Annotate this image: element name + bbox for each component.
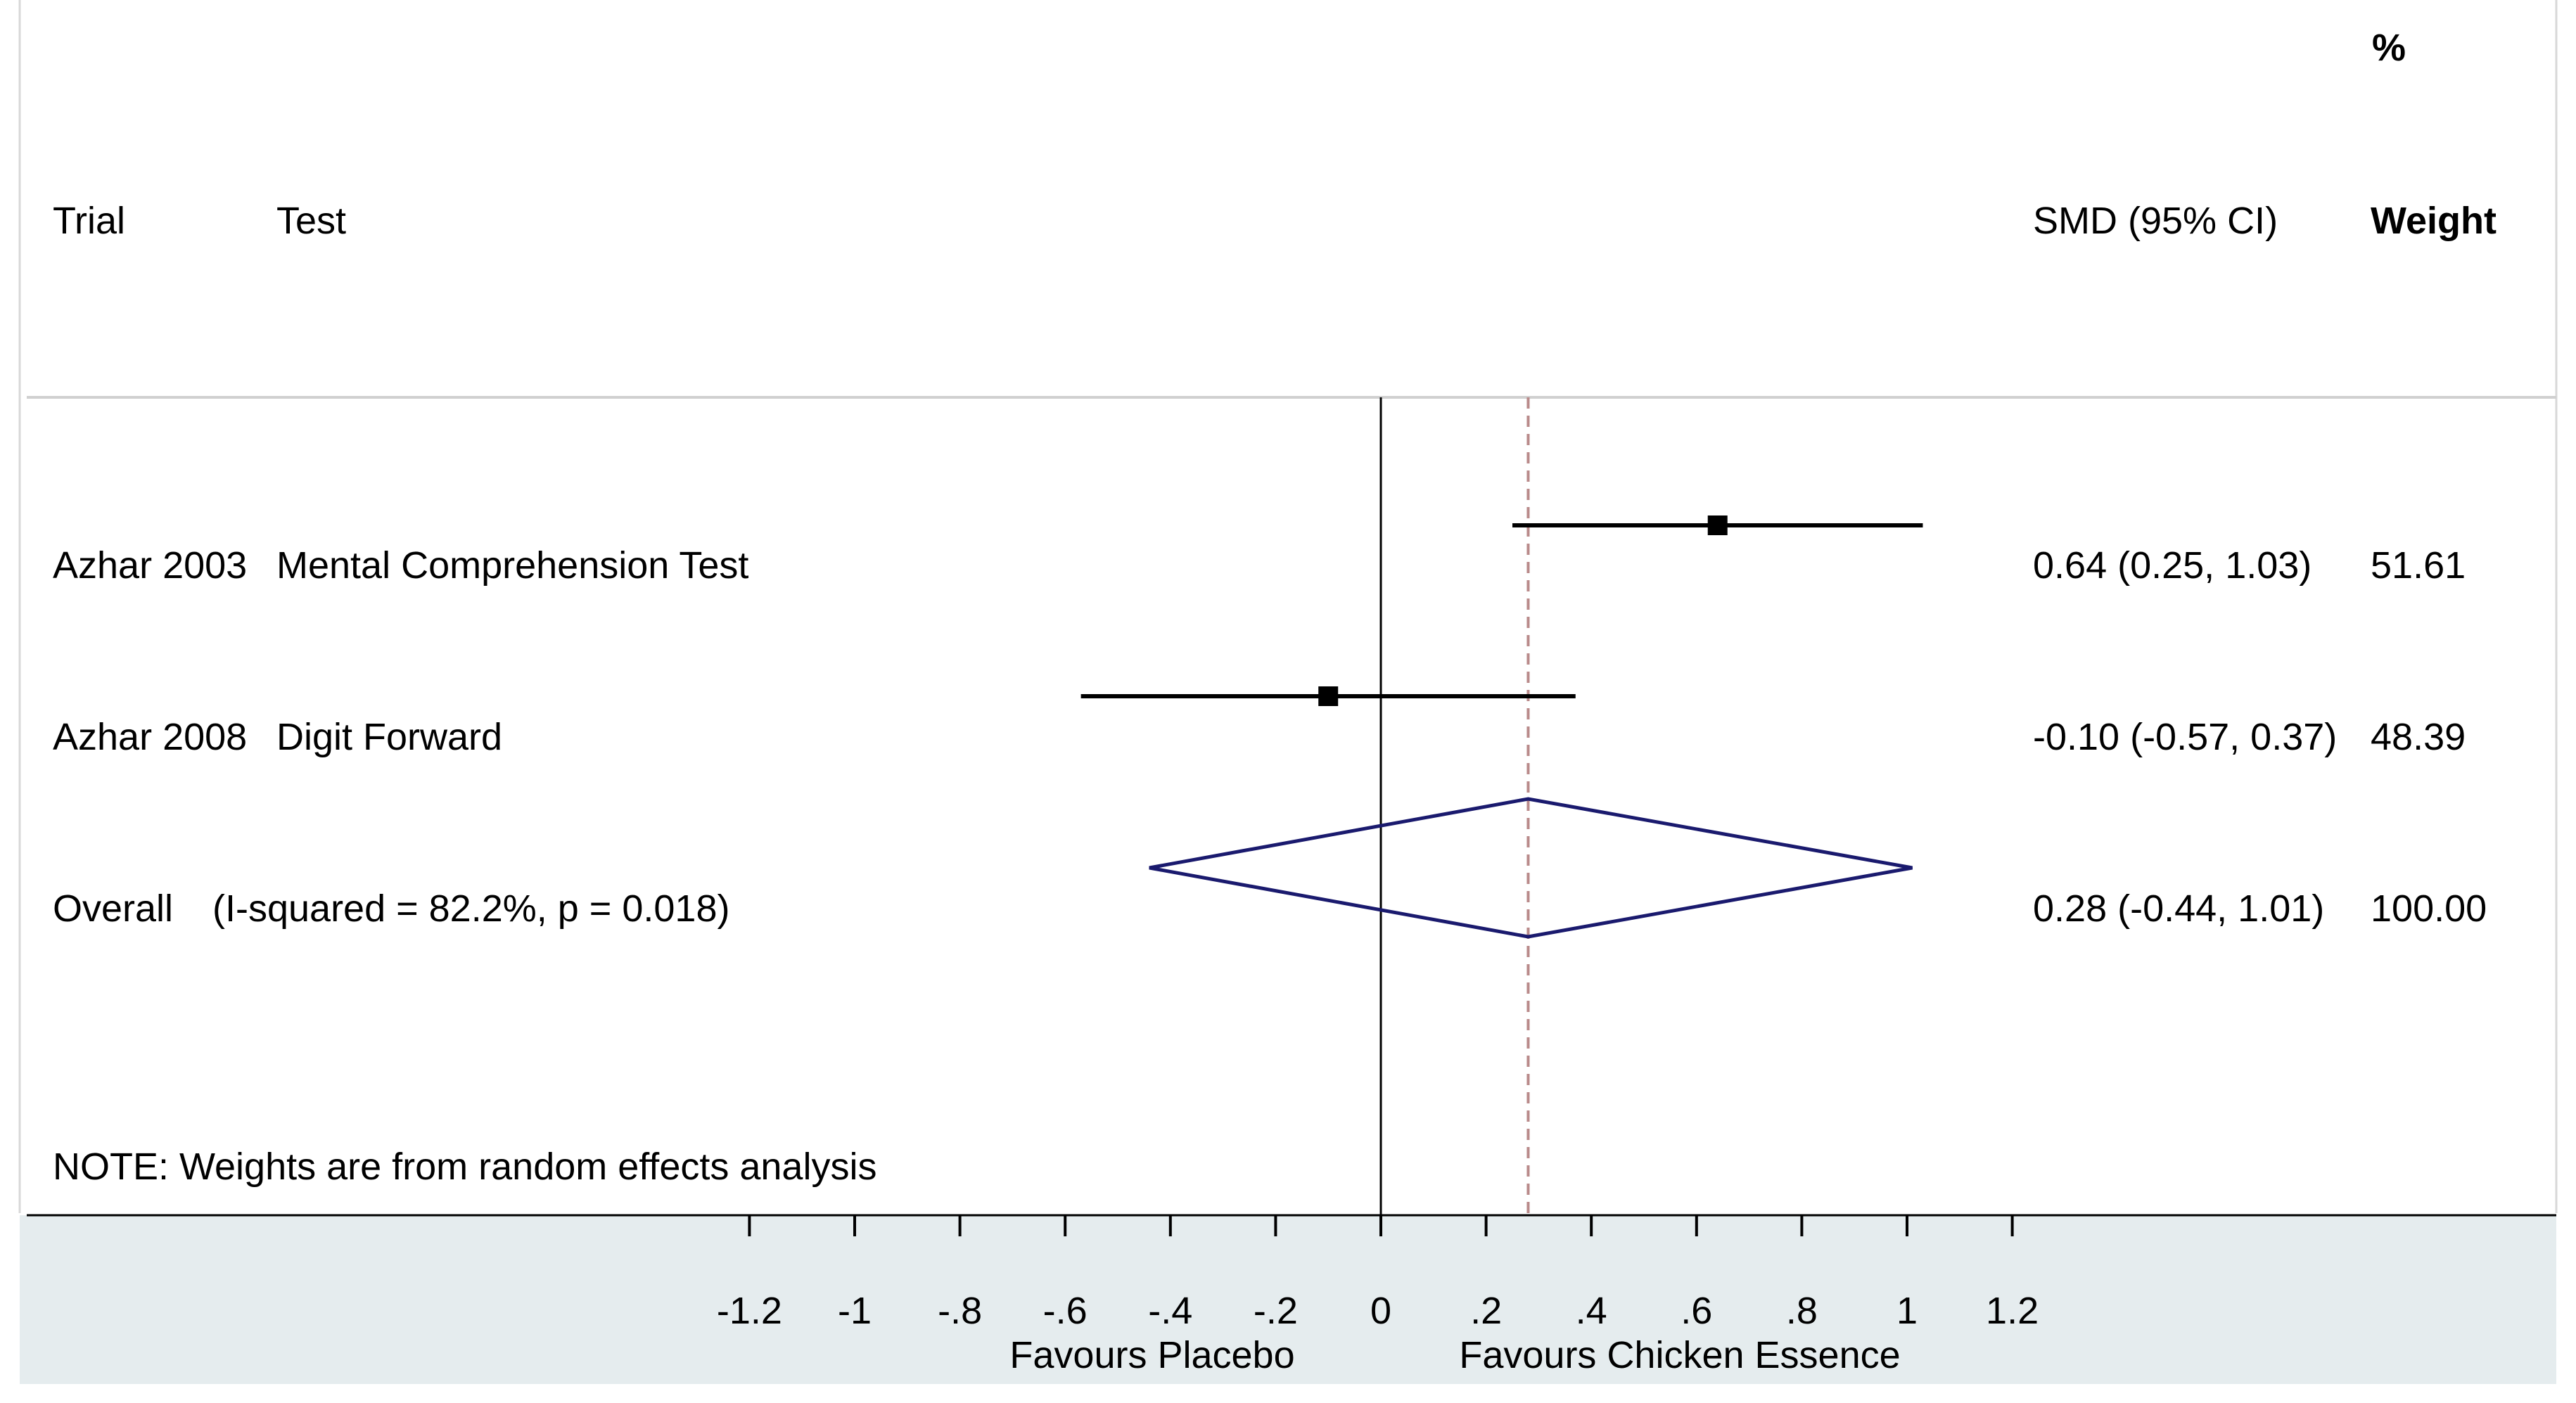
x-tick-label: .4 (1576, 1290, 1607, 1332)
header-weight-percent: % (2372, 27, 2406, 69)
overall-diamond (1149, 797, 1913, 939)
header-effect: SMD (95% CI) (2033, 200, 2278, 242)
x-label-right: Favours Chicken Essence (1459, 1334, 1900, 1376)
x-tick-label: -.8 (938, 1290, 982, 1332)
x-tick-label: -.2 (1254, 1290, 1298, 1332)
x-tick-label: -.6 (1043, 1290, 1088, 1332)
study-2-ci-text: -0.10 (-0.57, 0.37) (2033, 716, 2337, 758)
study-1-weight: 51.61 (2371, 544, 2466, 587)
x-tick-label: -1.2 (717, 1290, 782, 1332)
overall-weight: 100.00 (2371, 888, 2487, 930)
x-tick-label: .8 (1786, 1290, 1818, 1332)
x-label-left: Favours Placebo (1009, 1334, 1294, 1376)
chart-marks: -1.2 -1 -.8 -.6 -.4 -.2 0 .2 .4 .6 .8 1 1.2 (717, 397, 2039, 1332)
note-text: NOTE: Weights are from random effects an… (53, 1146, 876, 1188)
x-tick-label: .6 (1681, 1290, 1712, 1332)
x-axis-band (20, 1215, 2556, 1384)
study-2-trial: Azhar 2008 (53, 716, 247, 758)
study-1-test: Mental Comprehension Test (276, 544, 748, 587)
header-test: Test (276, 200, 346, 242)
overall-stats: (I-squared = 82.2%, p = 0.018) (212, 888, 729, 930)
study-2-point (1318, 686, 1339, 706)
overall-ci-text: 0.28 (-0.44, 1.01) (2033, 888, 2324, 930)
x-tick-label: -.4 (1148, 1290, 1192, 1332)
study-2-weight: 48.39 (2371, 716, 2466, 758)
study-1-ci-text: 0.64 (0.25, 1.03) (2033, 544, 2312, 587)
x-tick-label: 0 (1370, 1290, 1391, 1332)
header-weight: Weight (2371, 200, 2497, 242)
x-tick-label: 1.2 (1986, 1290, 2039, 1332)
study-1-trial: Azhar 2003 (53, 544, 247, 587)
study-1-point (1707, 515, 1728, 535)
x-tick-label: .2 (1470, 1290, 1502, 1332)
header-trial: Trial (53, 200, 125, 242)
x-tick-label: -1 (838, 1290, 872, 1332)
study-2-test: Digit Forward (276, 716, 502, 758)
overall-label: Overall (53, 888, 173, 930)
x-tick-label: 1 (1896, 1290, 1918, 1332)
